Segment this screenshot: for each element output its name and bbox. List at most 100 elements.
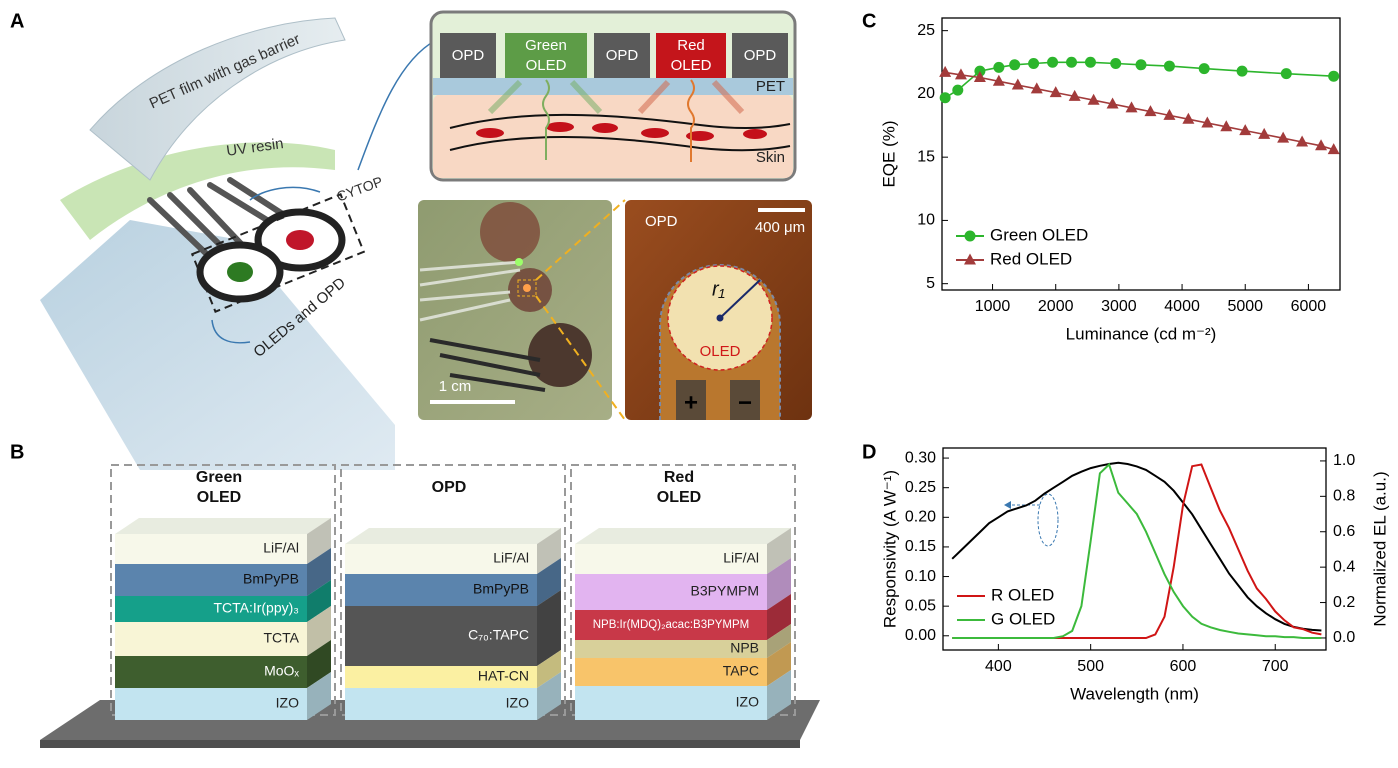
layer-label: IZO — [506, 695, 529, 711]
stack-top — [575, 528, 791, 544]
y-tick-label: 0.25 — [905, 479, 936, 496]
green-pixel — [227, 262, 253, 282]
stack-header: Red — [664, 469, 694, 486]
y-tick-label: 5 — [926, 275, 935, 292]
x-tick-label: 5000 — [1227, 298, 1263, 315]
legend-marker — [965, 231, 976, 242]
y-tick-label: 25 — [917, 22, 935, 39]
device-photo: 1 cm — [418, 200, 625, 420]
y2-tick-label: 0.0 — [1333, 629, 1355, 646]
legend-label: Red OLED — [990, 249, 1072, 268]
marker — [1164, 61, 1175, 72]
marker — [1066, 57, 1077, 68]
layer-label: LiF/Al — [493, 550, 529, 566]
panel-label: A — [10, 10, 24, 32]
scale-label: 400 μm — [755, 219, 805, 236]
layer-label: TCTA:Ir(ppy)₃ — [213, 600, 299, 616]
marker — [993, 62, 1004, 73]
marker — [1110, 58, 1121, 69]
marker — [1085, 57, 1096, 68]
pet-layer — [433, 78, 793, 95]
y-tick-label: 0.30 — [905, 449, 936, 466]
legend-label: R OLED — [991, 585, 1054, 604]
marker — [939, 66, 951, 77]
pixel-label: OLED — [671, 57, 712, 74]
arrow — [358, 40, 436, 170]
marker — [1047, 57, 1058, 68]
marker — [1328, 71, 1339, 82]
annotation-ellipse — [1038, 494, 1058, 546]
marker — [1237, 66, 1248, 77]
marker — [1009, 59, 1020, 70]
device-illustration: PET film with gas barrier UV resin CYTOP… — [40, 18, 436, 470]
layer-label: C₇₀:TAPC — [468, 627, 529, 643]
series-line — [952, 463, 1321, 631]
layer-label: NPB:Ir(MDQ)₂acac:B3PYMPM — [593, 619, 750, 631]
y2-axis-label: Normalized EL (a.u.) — [1370, 471, 1389, 626]
pixel-label: OPD — [744, 47, 777, 64]
y2-tick-label: 0.2 — [1333, 594, 1355, 611]
panel-label: C — [862, 10, 876, 32]
marker — [952, 85, 963, 96]
x-tick-label: 3000 — [1101, 298, 1137, 315]
y-tick-label: 0.05 — [905, 597, 936, 614]
stack-header: Green — [196, 469, 242, 486]
stack-header: OLED — [197, 489, 241, 506]
pad — [480, 202, 540, 262]
base-slab-edge — [40, 740, 800, 748]
page: A B C D PET film with gas barrier UV res… — [0, 0, 1398, 768]
stack-top — [115, 518, 331, 534]
stack-header: OLED — [657, 489, 701, 506]
pad — [528, 323, 592, 387]
y-axis-label: Responsivity (A W⁻¹) — [880, 470, 899, 628]
film-label: CYTOP — [334, 173, 385, 204]
y-tick-label: 0.20 — [905, 509, 936, 526]
marker — [1136, 59, 1147, 70]
terminal-label: + — [684, 389, 698, 416]
x-tick-label: 700 — [1262, 658, 1289, 675]
stack-header: OPD — [432, 479, 467, 496]
layer-label: NPB — [730, 640, 759, 656]
pixel-label: OLED — [526, 57, 567, 74]
figure: A B C D PET film with gas barrier UV res… — [0, 0, 1398, 768]
annotation-arrowhead — [1004, 501, 1011, 509]
layer-label: IZO — [276, 695, 299, 711]
x-tick-label: 6000 — [1291, 298, 1327, 315]
legend-label: Green OLED — [990, 225, 1088, 244]
terminal-label: − — [738, 389, 752, 416]
pixel-label: Red — [677, 37, 705, 54]
micrograph: OPD 400 μm r₁ OLED + − — [625, 200, 812, 420]
panel-label: D — [862, 441, 876, 463]
x-tick-label: 4000 — [1164, 298, 1200, 315]
layer-label: PET — [756, 78, 785, 95]
green-pixel — [515, 258, 523, 266]
red-pixel — [523, 284, 531, 292]
red-pixel — [286, 230, 314, 250]
pixel-label: OPD — [452, 47, 485, 64]
x-tick-label: 1000 — [975, 298, 1011, 315]
layer-stacks: GreenOLEDLiF/AlBmPyPBTCTA:Ir(ppy)₃TCTAMo… — [111, 465, 795, 720]
y-axis-label: EQE (%) — [879, 120, 898, 187]
layer-label: LiF/Al — [263, 540, 299, 556]
y-tick-label: 0.10 — [905, 568, 936, 585]
layer-label: Skin — [756, 149, 785, 166]
y-tick-label: 15 — [917, 148, 935, 165]
center-dot — [717, 315, 724, 322]
pixel-label: Green — [525, 37, 567, 54]
marker — [1281, 68, 1292, 79]
y-tick-label: 0.00 — [905, 627, 936, 644]
x-tick-label: 600 — [1170, 658, 1197, 675]
marker — [1028, 58, 1039, 69]
layer-label: B3PYMPM — [691, 583, 759, 599]
x-tick-label: 2000 — [1038, 298, 1074, 315]
y2-tick-label: 0.4 — [1333, 558, 1355, 575]
legend-label: G OLED — [991, 609, 1055, 628]
layer-label: BmPyPB — [473, 581, 529, 597]
y-tick-label: 0.15 — [905, 538, 936, 555]
y2-tick-label: 1.0 — [1333, 452, 1355, 469]
y-tick-label: 10 — [917, 212, 935, 229]
x-tick-label: 400 — [985, 658, 1012, 675]
layer-label: HAT-CN — [478, 668, 529, 684]
layer-label: TCTA — [263, 630, 299, 646]
stack-top — [345, 528, 561, 544]
